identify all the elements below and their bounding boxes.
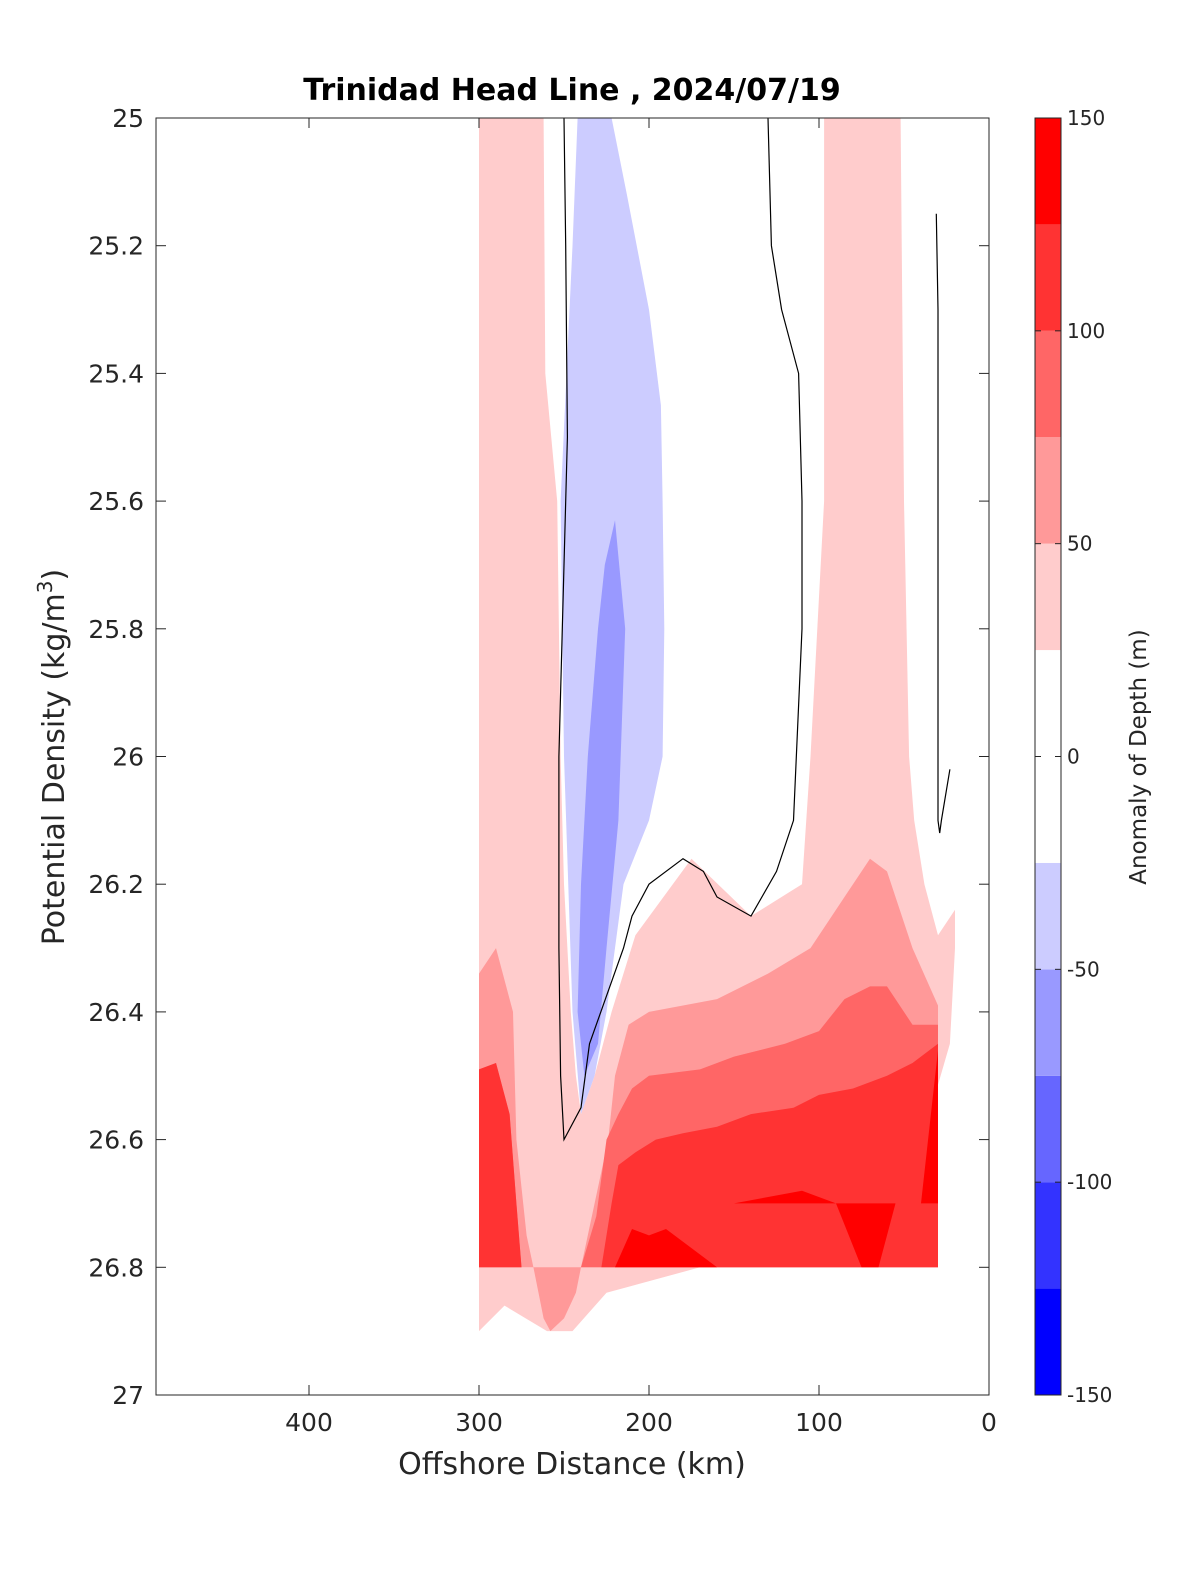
colorbar-tick-label: -100 bbox=[1067, 1170, 1112, 1194]
chart-title: Trinidad Head Line , 2024/07/19 bbox=[303, 73, 840, 108]
y-tick-label: 25.4 bbox=[88, 359, 144, 388]
y-tick-label: 25.8 bbox=[88, 615, 144, 644]
y-axis-label-superscript: 3 bbox=[33, 580, 57, 593]
contour-fills bbox=[479, 118, 955, 1332]
colorbar-tick-label: 100 bbox=[1067, 319, 1105, 343]
colorbar-swatch bbox=[1035, 1182, 1061, 1289]
y-axis-label-end: ) bbox=[37, 569, 72, 581]
y-tick-label: 25.2 bbox=[88, 232, 144, 261]
y-tick-label: 26 bbox=[112, 743, 144, 772]
colorbar-swatch bbox=[1035, 1288, 1061, 1395]
colorbar: 150 100 50 0 -50 -100 -150 bbox=[1034, 106, 1112, 1407]
colorbar-swatch bbox=[1035, 437, 1061, 544]
y-tick-label: 27 bbox=[112, 1381, 144, 1410]
y-tick-label: 25.6 bbox=[88, 487, 144, 516]
contour-region-3-0 bbox=[479, 1043, 938, 1268]
y-axis-label: Potential Density (kg/m3) bbox=[33, 569, 72, 945]
colorbar-tick-label: -50 bbox=[1067, 957, 1100, 981]
axes: 400 300 200 100 0 25 25.2 25.4 25.6 25.8 26 26.2 26.… bbox=[88, 104, 997, 1437]
contour-region-6-0 bbox=[577, 520, 626, 1076]
colorbar-tick-label: 0 bbox=[1067, 745, 1080, 769]
x-tick-label: 300 bbox=[455, 1408, 503, 1437]
colorbar-tick-label: -150 bbox=[1067, 1383, 1112, 1407]
contour-line-zero-0 bbox=[558, 118, 803, 1142]
colorbar-swatch bbox=[1035, 543, 1061, 651]
y-tick-label: 25 bbox=[112, 104, 144, 133]
y-axis-label-main: Potential Density (kg/m bbox=[37, 593, 72, 945]
x-tick-label: 400 bbox=[285, 1408, 333, 1437]
x-tick-label: 0 bbox=[981, 1408, 997, 1437]
x-tick-label: 200 bbox=[625, 1408, 673, 1437]
colorbar-tick-label: 50 bbox=[1067, 532, 1092, 556]
y-tick-label: 26.4 bbox=[88, 998, 144, 1027]
contour-region-4-1 bbox=[734, 1190, 896, 1268]
colorbar-swatch bbox=[1035, 330, 1061, 438]
contour-region-4-2 bbox=[921, 1050, 938, 1204]
colorbar-swatch bbox=[1035, 118, 1061, 225]
colorbar-tick-label: 150 bbox=[1067, 106, 1105, 130]
x-tick-label: 100 bbox=[795, 1408, 843, 1437]
colorbar-swatch bbox=[1035, 1075, 1061, 1183]
contour-line-zero-1 bbox=[935, 213, 951, 834]
y-tick-label: 26.6 bbox=[88, 1126, 144, 1155]
colorbar-swatch bbox=[1035, 969, 1061, 1076]
y-tick-label: 26.2 bbox=[88, 870, 144, 899]
y-tick-label: 26.8 bbox=[88, 1253, 144, 1282]
colorbar-label: Anomaly of Depth (m) bbox=[1126, 629, 1152, 884]
x-axis-label: Offshore Distance (km) bbox=[398, 1447, 746, 1482]
colorbar-swatch bbox=[1035, 862, 1061, 970]
contour-region-4-0 bbox=[615, 1229, 717, 1268]
plot-area bbox=[479, 118, 955, 1332]
colorbar-swatch bbox=[1035, 224, 1061, 331]
